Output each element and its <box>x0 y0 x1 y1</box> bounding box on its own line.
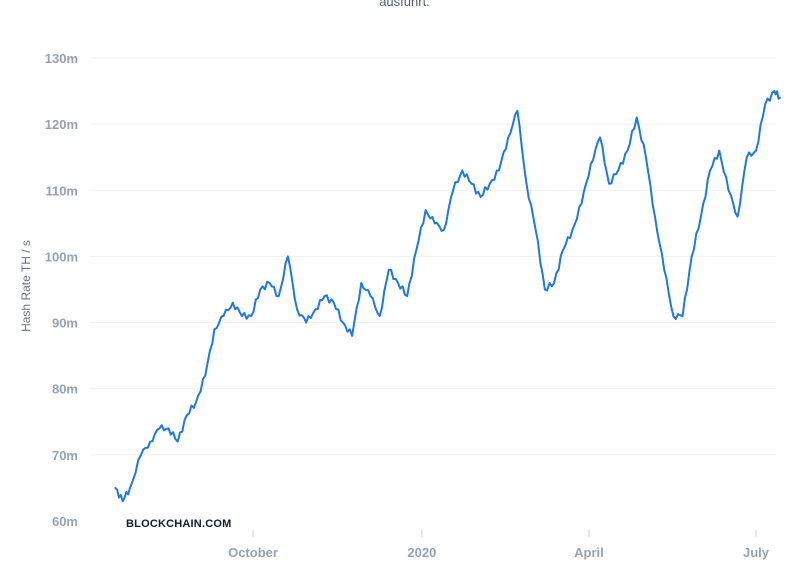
y-axis-ticks: 60m 70m 80m 90m 100m 110m 120m 130m <box>45 51 78 529</box>
chart-subtitle: ausführt. <box>379 0 430 9</box>
grid-lines <box>90 57 776 456</box>
x-tick-label: April <box>574 545 604 560</box>
y-tick-label: 80m <box>52 382 78 397</box>
x-tick-label: October <box>228 545 278 560</box>
y-tick-label: 110m <box>45 183 78 198</box>
y-tick-label: 90m <box>52 316 78 331</box>
y-tick-label: 130m <box>45 51 78 66</box>
x-tick-label: July <box>743 545 770 560</box>
blockchain-watermark: BLOCKCHAIN.COM <box>126 518 232 530</box>
hash-rate-line <box>114 90 781 503</box>
y-tick-label: 120m <box>45 117 78 132</box>
x-tick-label: 2020 <box>407 545 436 560</box>
y-tick-label: 100m <box>45 249 78 264</box>
y-tick-label: 70m <box>52 448 78 463</box>
y-tick-label: 60m <box>52 514 78 529</box>
x-axis-ticks: October 2020 April July <box>228 530 770 560</box>
